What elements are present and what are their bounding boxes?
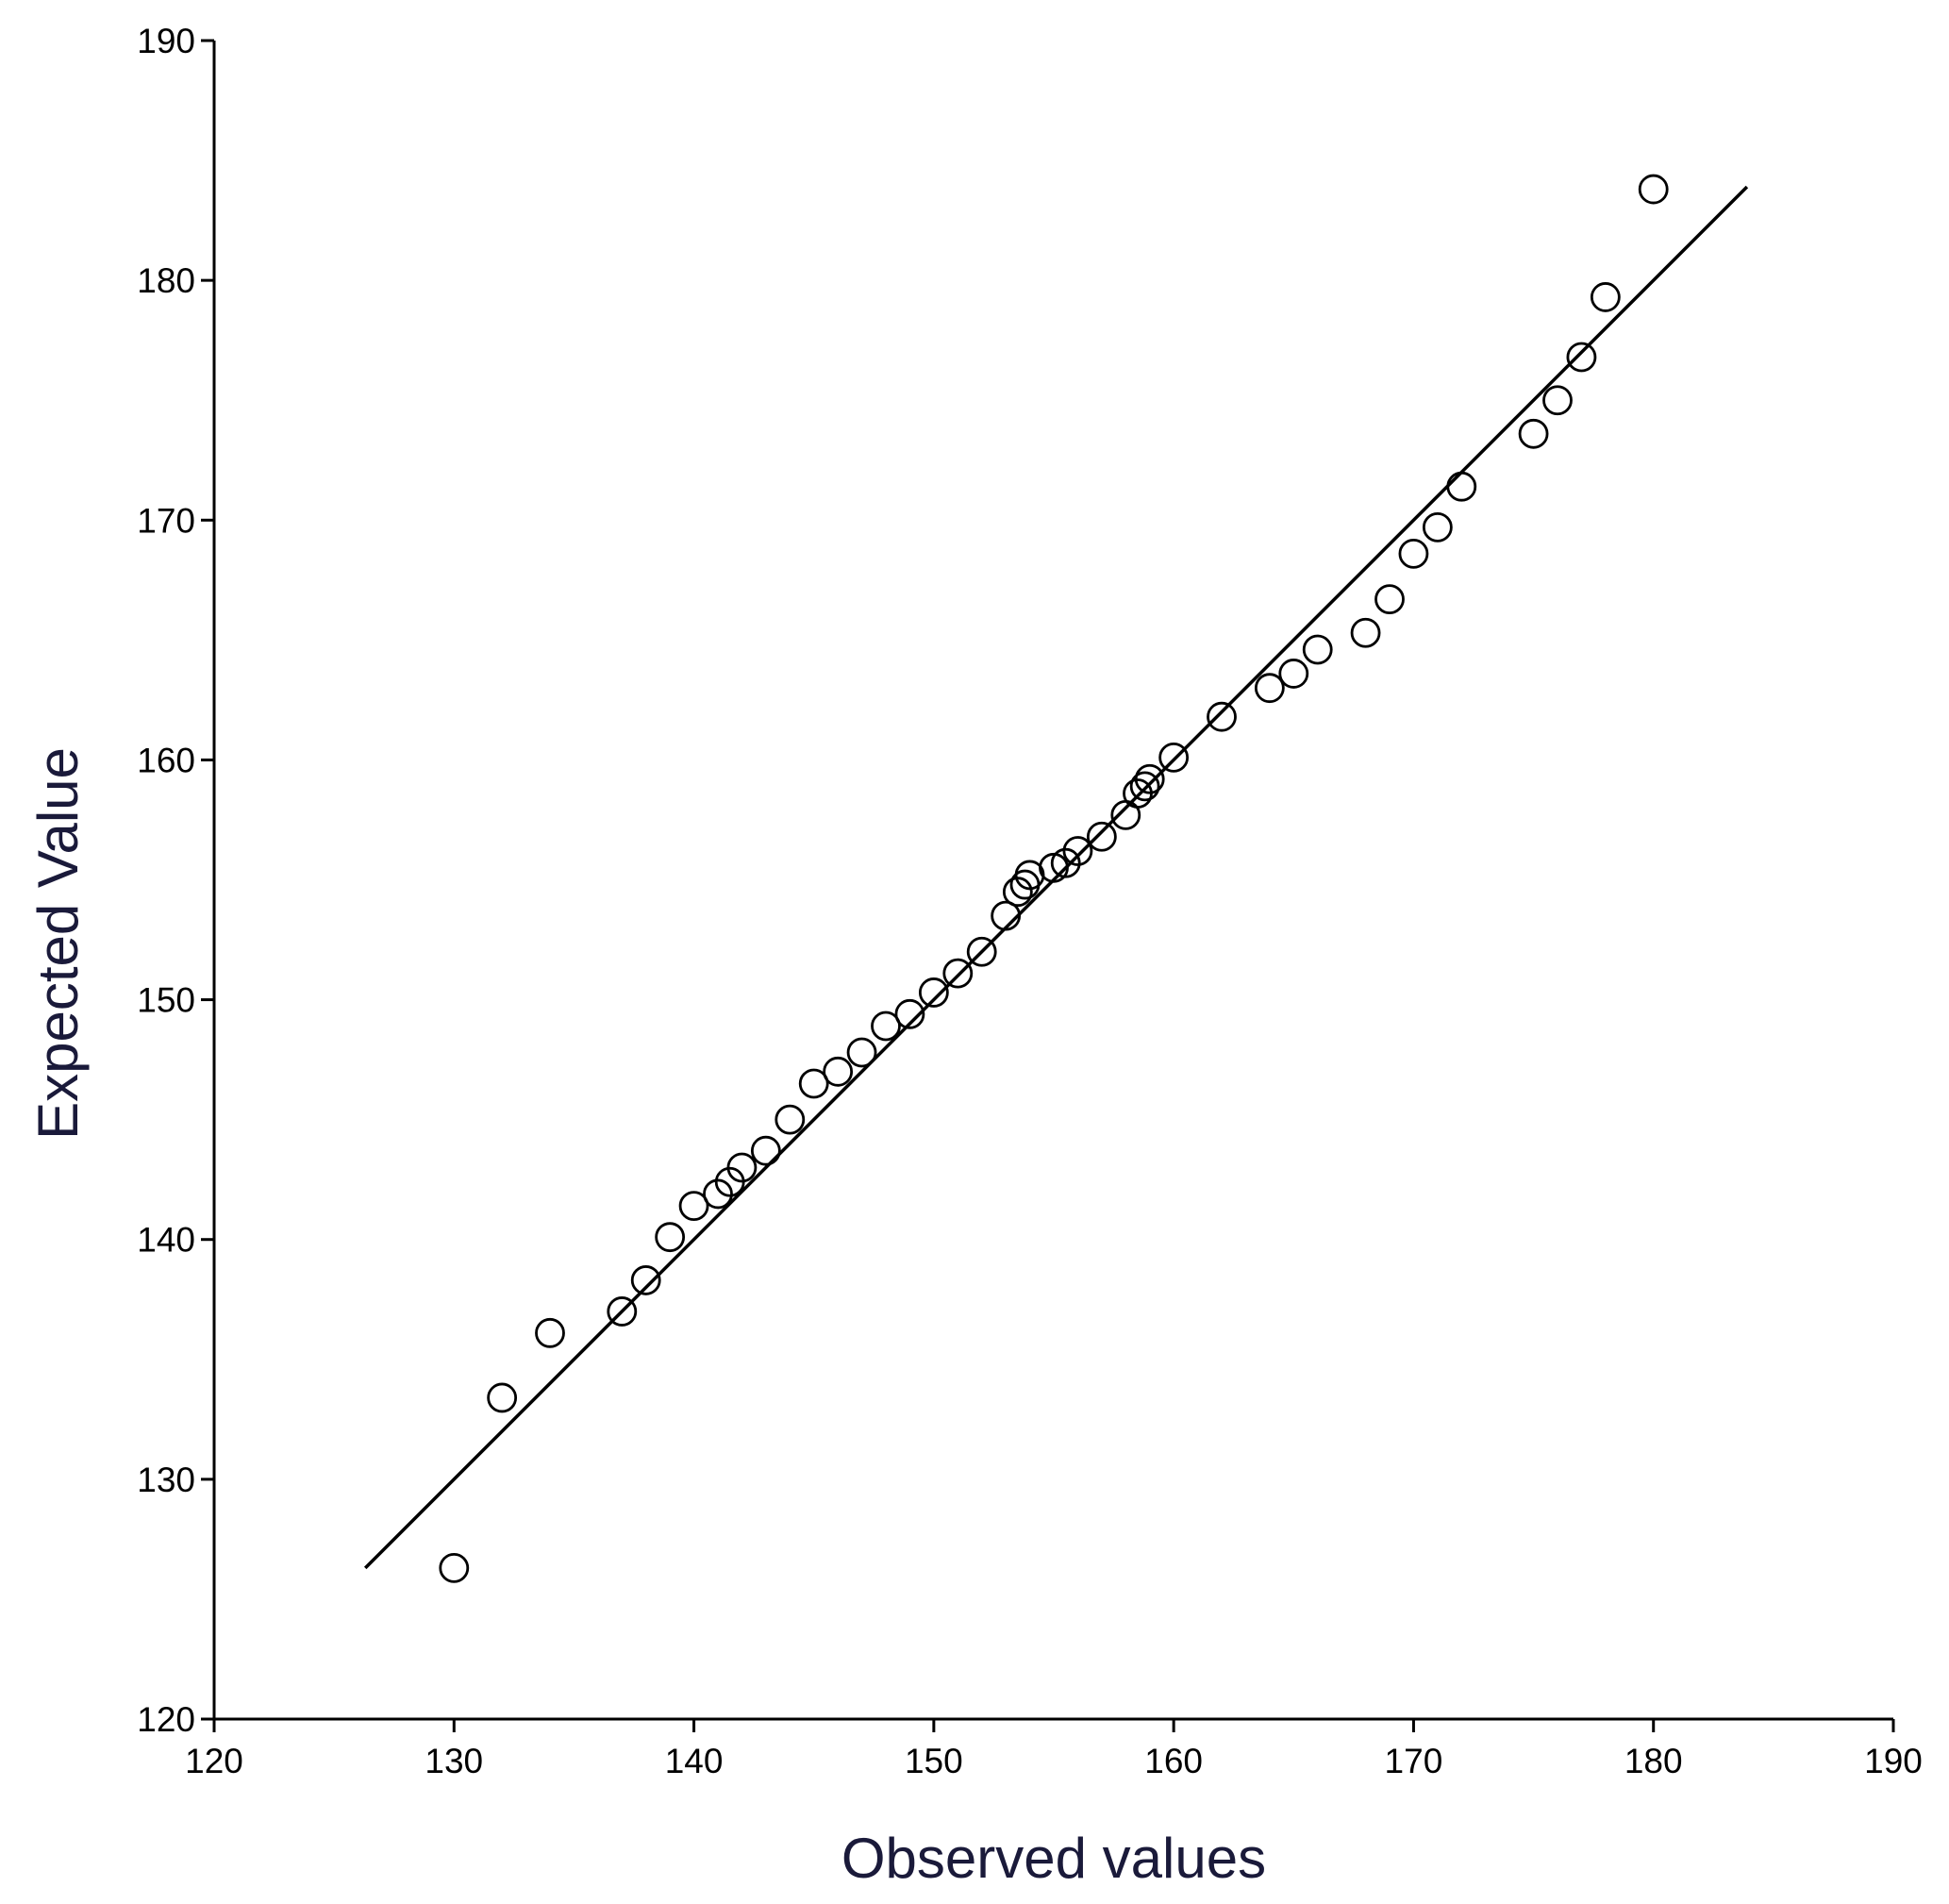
data-point [942, 958, 974, 989]
data-point [1207, 701, 1237, 732]
data-point [1278, 659, 1309, 689]
y-tick-label: 150 [137, 981, 195, 1020]
data-point [871, 1010, 901, 1042]
data-point [1158, 742, 1190, 773]
data-point [1590, 282, 1621, 312]
data-point [750, 1135, 781, 1166]
data-point [655, 1222, 686, 1253]
y-axis-title: Expected Value [26, 747, 90, 1140]
data-point [1129, 771, 1160, 802]
x-tick-label: 190 [1864, 1742, 1923, 1780]
reference-line [363, 185, 1749, 1570]
data-point [439, 1552, 470, 1583]
y-tick-label: 180 [137, 261, 195, 300]
data-point [535, 1317, 565, 1348]
data-point [1398, 538, 1429, 569]
data-point [703, 1178, 733, 1210]
data-point [487, 1382, 518, 1413]
x-tick-label: 170 [1385, 1742, 1443, 1780]
y-tick-label: 120 [137, 1700, 195, 1739]
data-point [823, 1056, 854, 1087]
data-point [918, 977, 949, 1008]
data-point [1350, 617, 1381, 648]
x-tick-label: 140 [665, 1742, 724, 1780]
data-point [1566, 342, 1597, 373]
data-point [775, 1104, 806, 1135]
data-point [894, 998, 925, 1029]
data-point [1050, 847, 1081, 878]
y-tick-label: 160 [137, 741, 195, 779]
y-tick-label: 130 [137, 1461, 195, 1499]
data-point [846, 1037, 877, 1068]
data-point [1254, 673, 1285, 704]
data-point [1374, 584, 1405, 615]
x-tick-label: 180 [1624, 1742, 1683, 1780]
data-point [678, 1191, 709, 1222]
data-point [1086, 821, 1117, 852]
data-point [1134, 763, 1165, 794]
data-point [966, 936, 997, 967]
data-point [1110, 799, 1141, 830]
data-point [1422, 512, 1453, 543]
x-tick-label: 130 [425, 1742, 483, 1780]
x-tick-label: 120 [185, 1742, 243, 1780]
data-point [630, 1265, 661, 1295]
x-tick-label: 150 [905, 1742, 963, 1780]
data-point [1518, 418, 1549, 449]
data-point [1542, 385, 1573, 416]
x-tick-label: 160 [1144, 1742, 1203, 1780]
data-point [991, 900, 1022, 931]
data-point [1446, 471, 1477, 502]
data-point [726, 1152, 758, 1183]
y-tick-label: 190 [137, 22, 195, 60]
data-point [1638, 174, 1669, 205]
data-point [1062, 836, 1093, 866]
data-point [1302, 634, 1333, 665]
x-axis-title: Observed values [841, 1827, 1266, 1890]
y-tick-label: 140 [137, 1221, 195, 1260]
y-tick-label: 170 [137, 501, 195, 540]
data-point [607, 1296, 638, 1327]
data-point [798, 1068, 829, 1099]
